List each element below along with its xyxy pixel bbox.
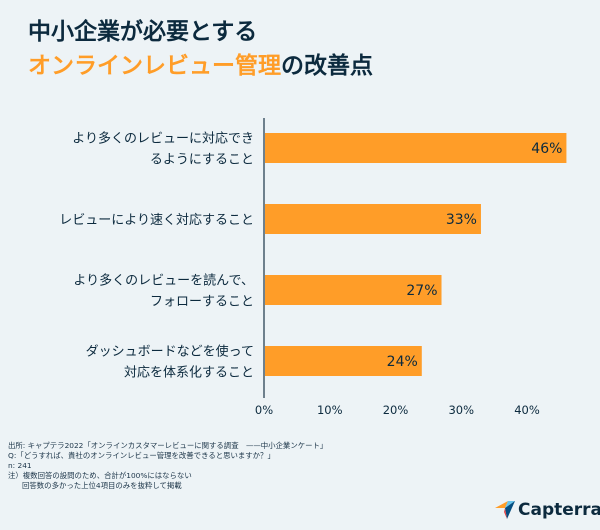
footer-notes: 出所: キャプテラ2022「オンラインカスタマーレビューに関する調査 ——中小企… bbox=[8, 441, 327, 491]
x-tick-label: 0% bbox=[255, 403, 273, 417]
bar-value-label: 46% bbox=[531, 141, 562, 157]
sample-size-note: n: 241 bbox=[8, 461, 32, 470]
category-label: 対応を体系化すること bbox=[124, 366, 254, 381]
x-tick-label: 10% bbox=[317, 403, 343, 417]
bar bbox=[265, 275, 442, 305]
chart-title-line2: オンラインレビュー管理の改善点 bbox=[28, 46, 373, 80]
chart-title-highlight: オンラインレビュー管理 bbox=[28, 53, 281, 79]
x-tick-label: 20% bbox=[383, 403, 409, 417]
x-tick-label: 40% bbox=[514, 403, 540, 417]
caveat-note: 注）複数回答の設問のため、合計が100%にはならない bbox=[8, 471, 192, 480]
caveat-note-2: 回答数の多かった上位4項目のみを抜粋して掲載 bbox=[22, 481, 182, 490]
capterra-arrow-icon bbox=[495, 501, 515, 519]
chart-title-rest: の改善点 bbox=[281, 53, 373, 79]
bar-value-label: 24% bbox=[387, 354, 418, 370]
category-label: るようにすること bbox=[150, 153, 254, 168]
chart-title-line1: 中小企業が必要とする bbox=[28, 19, 258, 45]
bar-value-label: 27% bbox=[406, 283, 437, 299]
category-label: レビューにより速く対応すること bbox=[59, 213, 254, 228]
bar bbox=[265, 133, 567, 163]
category-label: フォローすること bbox=[150, 295, 254, 310]
bar bbox=[265, 346, 422, 376]
question-note: Q:「どうすれば、貴社のオンラインレビュー管理を改善できると思いますか？」 bbox=[8, 451, 275, 460]
source-note: 出所: キャプテラ2022「オンラインカスタマーレビューに関する調査 ——中小企… bbox=[8, 441, 328, 450]
category-label: ダッシュボードなどを使って bbox=[86, 344, 254, 360]
capterra-logo-text: Capterra bbox=[518, 500, 600, 520]
capterra-logo: Capterra bbox=[495, 500, 600, 520]
bar bbox=[265, 204, 481, 234]
category-label: より多くのレビューを読んで、 bbox=[73, 273, 254, 289]
x-tick-label: 30% bbox=[448, 403, 474, 417]
bar-value-label: 33% bbox=[446, 212, 477, 228]
category-label: より多くのレビューに対応でき bbox=[72, 131, 254, 147]
